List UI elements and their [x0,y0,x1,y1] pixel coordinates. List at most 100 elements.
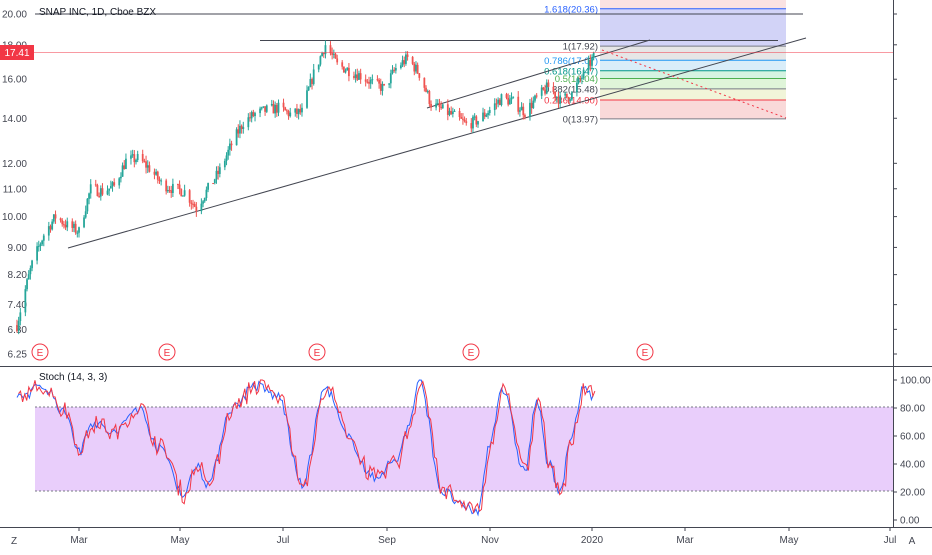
candle-body [534,95,536,101]
time-tick-label: Jul [884,535,897,546]
candle-body [240,125,243,129]
candle-body [195,206,198,212]
candle-body [88,193,90,199]
time-tick-label: Mar [676,535,694,546]
candle-body [371,79,374,81]
candle-body [581,77,583,79]
candle-body [567,97,570,101]
last-price-tag [0,45,34,60]
channel-upper-line[interactable] [426,39,651,109]
candle-body [354,74,357,78]
candle-body [143,161,146,163]
candle-body [576,82,578,93]
price-tick-label: 6.25 [8,350,28,361]
candle-body [358,73,360,80]
candle-body [296,108,298,115]
earnings-marker[interactable]: E [158,343,176,361]
earnings-marker[interactable]: E [636,343,654,361]
candle-body [331,53,334,55]
oscillator-title[interactable]: Stoch (14, 3, 3) [39,372,107,383]
candle-body [202,201,204,204]
fib-level-label: 0.618(16.47) [544,66,598,77]
candle-body [436,103,439,105]
candle-body [547,82,550,87]
candle-body [171,183,174,194]
candle-body [403,60,406,64]
candle-body [587,59,590,70]
candle-body [101,188,104,195]
fib-level-label: 0.382(15.48) [544,84,598,95]
earnings-marker-label: E [37,348,44,359]
earnings-marker[interactable]: E [462,343,480,361]
candle-body [223,160,226,168]
candle-body [493,103,496,110]
candle-body [16,325,18,331]
candle-body [582,69,585,78]
candle-body [146,165,149,168]
candle-body [71,221,74,228]
candle-body [225,155,228,161]
time-tick-label: Mar [70,535,88,546]
candle-body [262,106,265,108]
candle-body [205,189,208,198]
osc-tick-label: 40.00 [900,460,925,471]
candle-body [31,260,33,269]
candle-body [512,96,515,98]
candle-body [78,227,80,233]
stoch-band [35,407,893,491]
log-scale-button[interactable]: Z [0,532,30,548]
candle-body [282,102,285,108]
stoch-d-line [18,379,596,515]
fib-zone [600,46,786,61]
time-tick-label: May [171,535,190,546]
candle-body [577,78,580,83]
candle-body [368,81,370,84]
candle-body [334,53,337,59]
candle-body [520,106,523,111]
candle-body [321,53,323,57]
trendlines[interactable] [35,13,807,249]
candle-body [213,179,216,184]
candle-body [212,183,215,185]
candle-body [488,109,491,114]
candle-body [133,154,136,163]
earnings-marker[interactable]: E [31,343,49,361]
candle-body [342,66,345,73]
candle-body [42,235,45,241]
candle-body [249,117,251,119]
candle-body [428,91,431,104]
osc-tick-label: 60.00 [900,432,925,443]
candle-body [275,104,278,113]
candle-body [63,224,65,226]
candle-body [99,188,102,197]
candle-body [311,79,313,84]
auto-scale-button[interactable]: A [896,532,930,548]
candle-body [451,111,454,115]
candle-body [415,64,417,72]
candle-body [108,188,111,191]
candle-body [218,167,221,174]
fib-zone [600,70,786,79]
candle-body [317,64,320,70]
price-tick-label: 10.00 [2,212,27,223]
candle-body [498,99,501,106]
channel-lower-line[interactable] [67,37,807,249]
candle-body [559,95,562,104]
candle-body [540,87,543,96]
fib-retracement[interactable]: 1.618(20.36) 1(17.92) 0.786(17.07)0.618(16… [544,0,786,125]
symbol-title[interactable]: SNAP INC, 1D, Cboe BZX [39,7,156,18]
candle-body [565,93,568,98]
earnings-marker[interactable]: E [308,343,326,361]
candle-body [289,112,292,117]
candle-body [64,224,67,228]
candle-body [394,68,397,71]
candle-body [542,87,545,90]
earnings-marker-label: E [164,348,171,359]
candle-body [113,182,116,186]
fib-zone [600,8,786,47]
candle-body [136,153,139,161]
candle-body [389,73,392,84]
earnings-marker-label: E [642,348,649,359]
earnings-markers: E E E E E [31,343,654,361]
